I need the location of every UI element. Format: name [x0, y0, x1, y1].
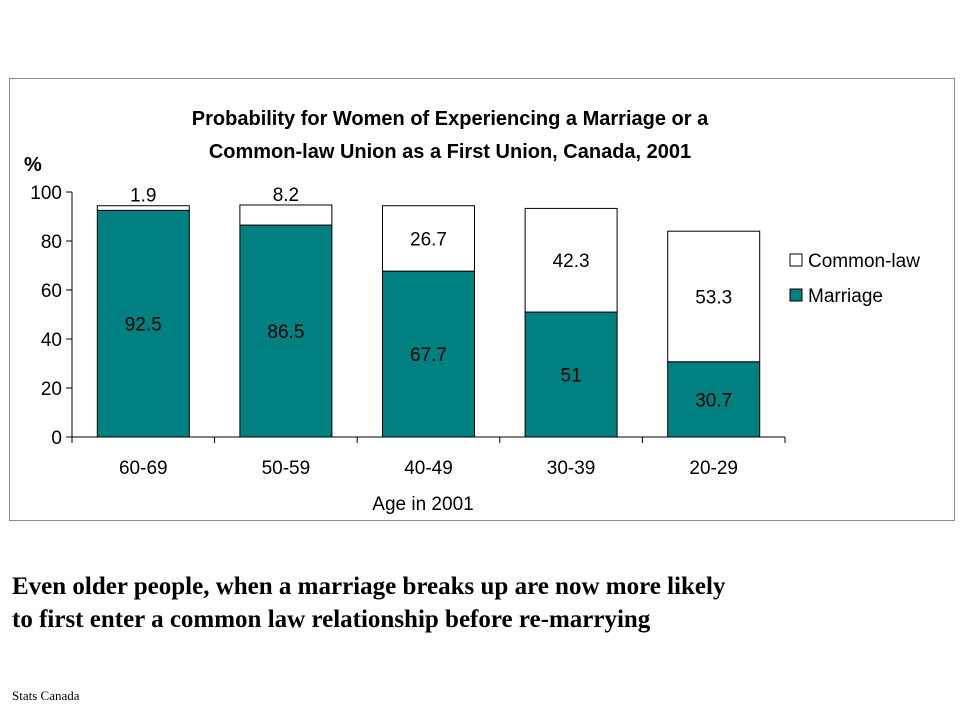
- y-tick-label: 40: [41, 330, 62, 351]
- y-tick-label: 100: [30, 183, 62, 204]
- chart-frame: Probability for Women of Experiencing a …: [9, 78, 955, 521]
- bar-marriage: [96, 209, 190, 438]
- bar-marriage: [382, 270, 475, 438]
- chart-title-line-2: Common-law Union as a First Union, Canad…: [209, 141, 691, 163]
- x-tick-label: 50-59: [262, 458, 311, 479]
- bar-common-law: [667, 230, 761, 363]
- source-credit: Stats Canada: [12, 688, 80, 703]
- bar-common-law: [96, 205, 190, 211]
- data-label-marriage: 86.5: [267, 322, 304, 343]
- data-label-common-law: 1.9: [130, 186, 156, 207]
- data-label-common-law: 53.3: [695, 287, 732, 308]
- y-tick-label: 20: [41, 379, 62, 400]
- data-label-marriage: 51: [561, 366, 582, 387]
- legend-swatch: [789, 253, 803, 267]
- y-tick-label: 60: [41, 281, 62, 302]
- data-label-marriage: 92.5: [125, 315, 162, 336]
- data-label-marriage: 67.7: [410, 345, 447, 366]
- data-label-common-law: 8.2: [273, 185, 299, 206]
- x-tick-label: 30-39: [547, 458, 596, 479]
- caption-line-2: to first enter a common law relationship…: [12, 606, 651, 633]
- legend: Common-law Marriage: [789, 251, 920, 307]
- data-label-common-law: 42.3: [553, 251, 590, 272]
- data-label-common-law: 26.7: [410, 229, 447, 250]
- legend-swatch: [789, 288, 803, 302]
- bar-common-law: [524, 207, 618, 313]
- caption-line-1: Even older people, when a marriage break…: [12, 573, 726, 600]
- x-tick-label: 40-49: [404, 458, 453, 479]
- bar-common-law: [239, 204, 333, 226]
- x-axis-title: Age in 2001: [372, 494, 473, 515]
- bar-marriage: [524, 311, 618, 438]
- caption: Even older people, when a marriage break…: [12, 570, 952, 636]
- y-axis-unit-label: %: [24, 154, 42, 176]
- legend-label: Marriage: [808, 286, 883, 307]
- stacked-bar-chart: Probability for Women of Experiencing a …: [24, 108, 920, 515]
- bar-common-law: [382, 205, 475, 272]
- chart-title-line-1: Probability for Women of Experiencing a …: [192, 108, 709, 130]
- y-tick-label: 80: [41, 232, 62, 253]
- x-tick-label: 60-69: [119, 458, 168, 479]
- bar-marriage: [239, 224, 333, 438]
- y-tick-label: 0: [51, 428, 62, 449]
- x-tick-label: 20-29: [689, 458, 738, 479]
- data-label-marriage: 30.7: [695, 390, 732, 411]
- legend-label: Common-law: [808, 251, 920, 272]
- bar-marriage: [667, 361, 761, 438]
